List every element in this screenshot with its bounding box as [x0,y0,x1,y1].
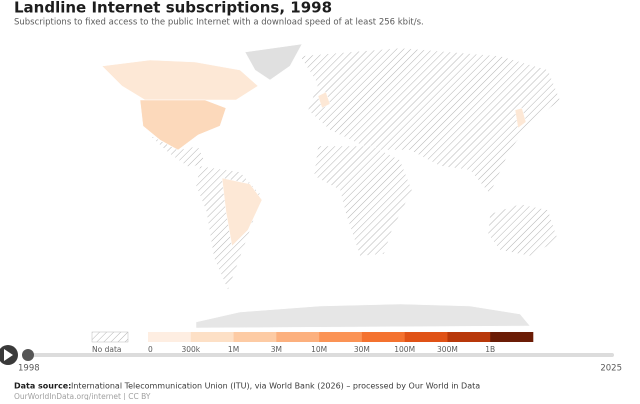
legend-tick-label: 1B [485,345,495,354]
legend-tick-label: 3M [271,345,282,354]
legend-swatch [404,332,448,342]
africa [313,145,413,257]
legend-tick-label: 100M [394,345,415,354]
legend-tick-label: 0 [148,345,153,354]
url[interactable]: OurWorldInData.org/internet | CC BY [14,392,151,401]
eurasia [299,47,561,195]
mexico [147,133,206,169]
legend-tick-label: 300k [181,345,200,354]
japan [514,107,527,129]
legend-swatch [148,332,192,342]
source: International Telecommunication Union (I… [71,382,480,391]
legend-tick-label: 1M [228,345,239,354]
greenland [244,43,303,81]
subtitle: Subscriptions to fixed access to the pub… [14,18,424,28]
legend-tick-label: 30M [354,345,370,354]
legend-swatch [447,332,491,342]
map [101,43,561,329]
legend-tick-label: 300M [437,345,458,354]
legend-swatch [319,332,363,342]
title: Landline Internet subscriptions, 1998 [14,0,332,17]
source-label: Data source: [14,382,71,391]
legend-swatch [233,332,277,342]
timeline: 1998 2025 [0,345,622,374]
canada [101,59,259,101]
legend-swatch [490,332,534,342]
legend: No data 0 300k 1M 3M 10M 30M 100M 300M 1B [91,331,534,354]
legend-swatch [361,332,405,342]
no-data-swatch [91,331,129,343]
play-icon [4,349,13,361]
australia [487,203,559,257]
legend-swatch [276,332,320,342]
timeline-handle[interactable] [22,349,34,361]
europe-data [317,91,331,109]
brazil [221,177,263,247]
legend-swatch [190,332,234,342]
timeline-start: 1998 [18,364,40,374]
timeline-end: 2025 [600,364,622,374]
legend-tick-label: 10M [311,345,327,354]
antarctica [195,303,531,329]
usa [139,99,227,151]
no-data-label: No data [92,345,121,354]
